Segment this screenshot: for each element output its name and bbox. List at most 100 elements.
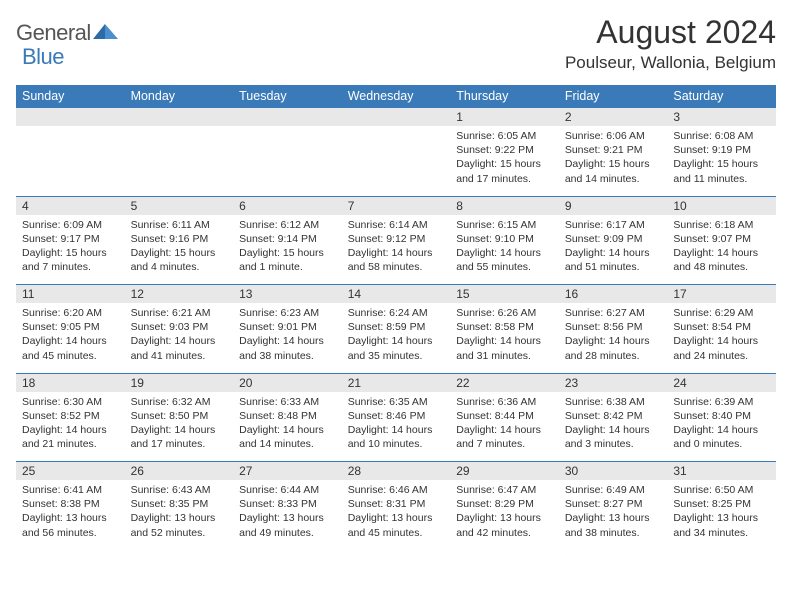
day-number-cell: 11 <box>16 285 125 304</box>
sunrise-line: Sunrise: 6:43 AM <box>131 483 228 497</box>
daynum-row: 123 <box>16 108 776 127</box>
sunrise-line: Sunrise: 6:41 AM <box>22 483 119 497</box>
sunset-line: Sunset: 8:42 PM <box>565 409 662 423</box>
sunset-line: Sunset: 9:05 PM <box>22 320 119 334</box>
day-detail-cell: Sunrise: 6:24 AMSunset: 8:59 PMDaylight:… <box>342 303 451 373</box>
day-number-cell: 13 <box>233 285 342 304</box>
sunrise-line: Sunrise: 6:32 AM <box>131 395 228 409</box>
sunset-line: Sunset: 9:21 PM <box>565 143 662 157</box>
day-number-cell: 7 <box>342 196 451 215</box>
daylight-line: Daylight: 14 hours and 51 minutes. <box>565 246 662 274</box>
day-number-cell <box>342 108 451 127</box>
day-number-cell: 29 <box>450 462 559 481</box>
sunset-line: Sunset: 8:35 PM <box>131 497 228 511</box>
sunrise-line: Sunrise: 6:06 AM <box>565 129 662 143</box>
day-number-cell: 17 <box>667 285 776 304</box>
sunset-line: Sunset: 9:16 PM <box>131 232 228 246</box>
day-number-cell: 22 <box>450 373 559 392</box>
day-number-cell <box>125 108 234 127</box>
sunset-line: Sunset: 9:03 PM <box>131 320 228 334</box>
sunset-line: Sunset: 8:33 PM <box>239 497 336 511</box>
sunrise-line: Sunrise: 6:27 AM <box>565 306 662 320</box>
sunset-line: Sunset: 8:40 PM <box>673 409 770 423</box>
day-detail-cell <box>125 126 234 196</box>
day-detail-cell: Sunrise: 6:47 AMSunset: 8:29 PMDaylight:… <box>450 480 559 550</box>
detail-row: Sunrise: 6:30 AMSunset: 8:52 PMDaylight:… <box>16 392 776 462</box>
daylight-line: Daylight: 14 hours and 21 minutes. <box>22 423 119 451</box>
sunset-line: Sunset: 9:19 PM <box>673 143 770 157</box>
sunset-line: Sunset: 8:27 PM <box>565 497 662 511</box>
day-number-cell: 16 <box>559 285 668 304</box>
daylight-line: Daylight: 15 hours and 7 minutes. <box>22 246 119 274</box>
sunrise-line: Sunrise: 6:33 AM <box>239 395 336 409</box>
daynum-row: 18192021222324 <box>16 373 776 392</box>
day-number-cell: 27 <box>233 462 342 481</box>
day-number-cell: 12 <box>125 285 234 304</box>
sunset-line: Sunset: 8:38 PM <box>22 497 119 511</box>
day-number-cell: 4 <box>16 196 125 215</box>
sunset-line: Sunset: 9:17 PM <box>22 232 119 246</box>
day-detail-cell: Sunrise: 6:39 AMSunset: 8:40 PMDaylight:… <box>667 392 776 462</box>
daylight-line: Daylight: 13 hours and 42 minutes. <box>456 511 553 539</box>
daylight-line: Daylight: 13 hours and 52 minutes. <box>131 511 228 539</box>
sunset-line: Sunset: 9:01 PM <box>239 320 336 334</box>
sunset-line: Sunset: 9:07 PM <box>673 232 770 246</box>
daylight-line: Daylight: 15 hours and 1 minute. <box>239 246 336 274</box>
sunrise-line: Sunrise: 6:23 AM <box>239 306 336 320</box>
day-detail-cell <box>233 126 342 196</box>
daylight-line: Daylight: 14 hours and 31 minutes. <box>456 334 553 362</box>
day-number-cell: 25 <box>16 462 125 481</box>
day-number-cell: 26 <box>125 462 234 481</box>
detail-row: Sunrise: 6:09 AMSunset: 9:17 PMDaylight:… <box>16 215 776 285</box>
day-detail-cell: Sunrise: 6:33 AMSunset: 8:48 PMDaylight:… <box>233 392 342 462</box>
sunrise-line: Sunrise: 6:18 AM <box>673 218 770 232</box>
day-number-cell: 8 <box>450 196 559 215</box>
sunrise-line: Sunrise: 6:44 AM <box>239 483 336 497</box>
daylight-line: Daylight: 13 hours and 34 minutes. <box>673 511 770 539</box>
daylight-line: Daylight: 15 hours and 14 minutes. <box>565 157 662 185</box>
title-block: August 2024 Poulseur, Wallonia, Belgium <box>565 14 776 73</box>
sunset-line: Sunset: 8:44 PM <box>456 409 553 423</box>
sunrise-line: Sunrise: 6:20 AM <box>22 306 119 320</box>
daynum-row: 25262728293031 <box>16 462 776 481</box>
sunrise-line: Sunrise: 6:17 AM <box>565 218 662 232</box>
sunrise-line: Sunrise: 6:30 AM <box>22 395 119 409</box>
day-detail-cell: Sunrise: 6:44 AMSunset: 8:33 PMDaylight:… <box>233 480 342 550</box>
logo-text-blue: Blue <box>22 44 64 70</box>
day-number-cell: 6 <box>233 196 342 215</box>
day-detail-cell: Sunrise: 6:08 AMSunset: 9:19 PMDaylight:… <box>667 126 776 196</box>
day-number-cell: 30 <box>559 462 668 481</box>
day-detail-cell: Sunrise: 6:15 AMSunset: 9:10 PMDaylight:… <box>450 215 559 285</box>
day-number-cell: 9 <box>559 196 668 215</box>
sunrise-line: Sunrise: 6:35 AM <box>348 395 445 409</box>
day-detail-cell: Sunrise: 6:21 AMSunset: 9:03 PMDaylight:… <box>125 303 234 373</box>
sunrise-line: Sunrise: 6:05 AM <box>456 129 553 143</box>
day-number-cell: 1 <box>450 108 559 127</box>
day-detail-cell: Sunrise: 6:23 AMSunset: 9:01 PMDaylight:… <box>233 303 342 373</box>
day-number-cell: 23 <box>559 373 668 392</box>
month-title: August 2024 <box>565 14 776 51</box>
day-number-cell: 10 <box>667 196 776 215</box>
daylight-line: Daylight: 15 hours and 17 minutes. <box>456 157 553 185</box>
day-number-cell: 3 <box>667 108 776 127</box>
daylight-line: Daylight: 15 hours and 4 minutes. <box>131 246 228 274</box>
location-line: Poulseur, Wallonia, Belgium <box>565 53 776 73</box>
daylight-line: Daylight: 14 hours and 45 minutes. <box>22 334 119 362</box>
daylight-line: Daylight: 14 hours and 0 minutes. <box>673 423 770 451</box>
sunrise-line: Sunrise: 6:15 AM <box>456 218 553 232</box>
day-detail-cell: Sunrise: 6:27 AMSunset: 8:56 PMDaylight:… <box>559 303 668 373</box>
sunset-line: Sunset: 9:09 PM <box>565 232 662 246</box>
day-header: Tuesday <box>233 85 342 108</box>
daylight-line: Daylight: 14 hours and 58 minutes. <box>348 246 445 274</box>
day-number-cell: 2 <box>559 108 668 127</box>
day-number-cell: 24 <box>667 373 776 392</box>
daylight-line: Daylight: 13 hours and 38 minutes. <box>565 511 662 539</box>
calendar-header-row: SundayMondayTuesdayWednesdayThursdayFrid… <box>16 85 776 108</box>
day-detail-cell: Sunrise: 6:09 AMSunset: 9:17 PMDaylight:… <box>16 215 125 285</box>
daylight-line: Daylight: 13 hours and 56 minutes. <box>22 511 119 539</box>
day-number-cell: 14 <box>342 285 451 304</box>
day-detail-cell: Sunrise: 6:06 AMSunset: 9:21 PMDaylight:… <box>559 126 668 196</box>
day-detail-cell <box>342 126 451 196</box>
sunrise-line: Sunrise: 6:38 AM <box>565 395 662 409</box>
day-detail-cell: Sunrise: 6:41 AMSunset: 8:38 PMDaylight:… <box>16 480 125 550</box>
